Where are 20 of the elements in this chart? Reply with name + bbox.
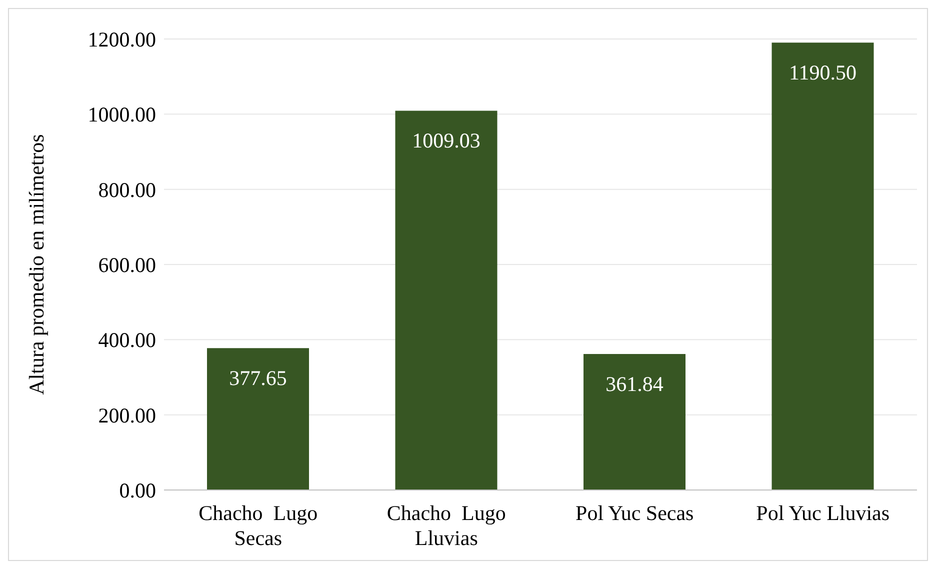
bar [584, 354, 686, 490]
data-label: 1009.03 [412, 128, 480, 153]
bar [395, 110, 498, 490]
x-tick-label: Pol Yuc Secas [576, 501, 694, 525]
x-tick-label: Chacho Lugo Lluvias [386, 501, 506, 550]
y-tick-label: 200.00 [98, 403, 156, 428]
data-label: 1190.50 [789, 60, 856, 84]
bar [207, 348, 309, 490]
data-label: 377.65 [229, 366, 287, 390]
y-tick-label: 400.00 [98, 328, 156, 352]
data-label: 361.84 [606, 372, 664, 396]
y-axis-title: Altura promedio en milímetros [24, 134, 48, 395]
y-tick-label: 600.00 [98, 252, 156, 277]
x-tick-label: Pol Yuc Lluvias [756, 501, 890, 525]
y-tick-label: 800.00 [98, 178, 156, 202]
bar [772, 42, 874, 490]
y-tick-label: 1200.00 [88, 27, 156, 52]
y-tick-label: 0.00 [119, 478, 156, 502]
x-tick-label: Chacho Lugo Secas [198, 501, 318, 550]
y-tick-label: 1000.00 [88, 102, 156, 127]
